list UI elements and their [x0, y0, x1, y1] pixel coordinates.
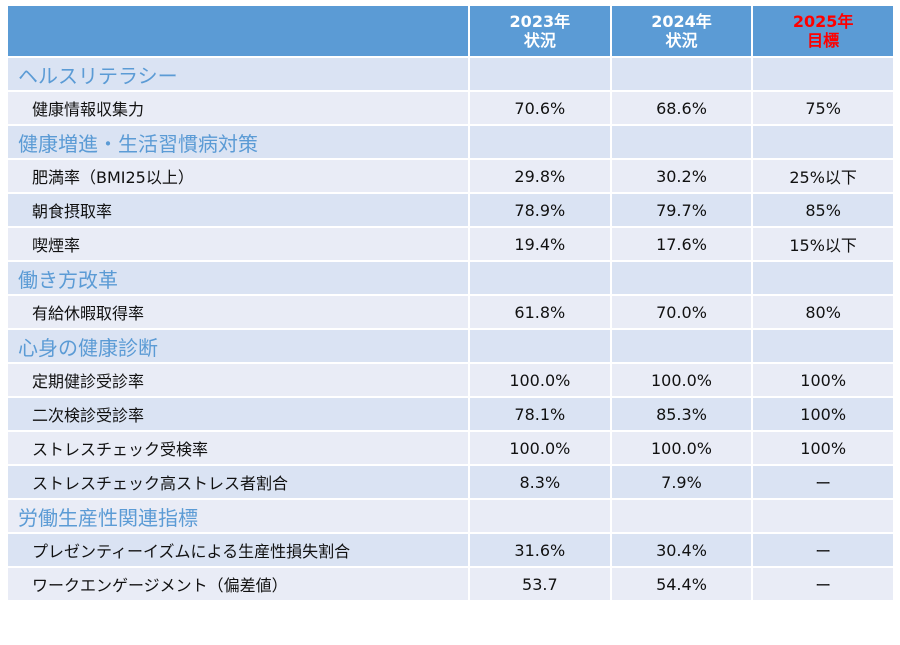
target-2025 — [753, 58, 893, 90]
header-2024-sub: 状況 — [665, 31, 698, 50]
value-2024 — [611, 262, 752, 294]
target-2025 — [753, 500, 893, 532]
value-2023: 8.3% — [470, 466, 610, 498]
value-2024 — [611, 330, 752, 362]
value-2024: 30.4% — [611, 534, 752, 566]
target-2025: ー — [753, 466, 893, 498]
value-2024: 7.9% — [611, 466, 752, 498]
target-2025: 75% — [753, 92, 893, 124]
section-title: 健康増進・生活習慣病対策 — [8, 126, 468, 158]
value-2023 — [470, 126, 610, 158]
table-row: ストレスチェック高ストレス者割合 8.3% 7.9% ー — [8, 466, 893, 498]
header-2024-year: 2024年 — [651, 12, 712, 31]
header-2025-year: 2025年 — [792, 12, 854, 31]
value-2023: 100.0% — [470, 364, 610, 396]
table-row: ワークエンゲージメント（偏差値） 53.7 54.4% ー — [8, 568, 893, 600]
label-cell: 喫煙率 — [8, 228, 468, 260]
value-2024: 54.4% — [611, 568, 752, 600]
table-row: 健康情報収集力 70.6% 68.6% 75% — [8, 92, 893, 124]
label-cell: 肥満率（BMI25以上） — [8, 160, 468, 192]
header-label — [8, 6, 468, 56]
section-title: 労働生産性関連指標 — [8, 500, 468, 532]
table-row: プレゼンティーイズムによる生産性損失割合 31.6% 30.4% ー — [8, 534, 893, 566]
label-cell: ストレスチェック受検率 — [8, 432, 468, 464]
value-2024 — [611, 500, 752, 532]
value-2024: 79.7% — [611, 194, 752, 226]
value-2024 — [611, 126, 752, 158]
label-cell: プレゼンティーイズムによる生産性損失割合 — [8, 534, 468, 566]
value-2024 — [611, 58, 752, 90]
table-row: 朝食摂取率 78.9% 79.7% 85% — [8, 194, 893, 226]
value-2023: 61.8% — [470, 296, 610, 328]
table-row: ストレスチェック受検率 100.0% 100.0% 100% — [8, 432, 893, 464]
target-2025: 15%以下 — [753, 228, 893, 260]
header-2023-year: 2023年 — [509, 12, 571, 31]
value-2023 — [470, 262, 610, 294]
target-2025: 80% — [753, 296, 893, 328]
target-2025 — [753, 330, 893, 362]
value-2023: 31.6% — [470, 534, 610, 566]
value-2024: 68.6% — [611, 92, 752, 124]
header-2025: 2025年 目標 — [753, 6, 893, 56]
target-2025: 100% — [753, 398, 893, 430]
value-2023: 53.7 — [470, 568, 610, 600]
target-2025: ー — [753, 534, 893, 566]
value-2023 — [470, 500, 610, 532]
target-2025: ー — [753, 568, 893, 600]
header-2025-sub: 目標 — [807, 31, 840, 50]
header-2024: 2024年 状況 — [611, 6, 752, 56]
header-row: 2023年 状況 2024年 状況 2025年 目標 — [8, 6, 893, 56]
table-row: 有給休暇取得率 61.8% 70.0% 80% — [8, 296, 893, 328]
label-cell: ストレスチェック高ストレス者割合 — [8, 466, 468, 498]
target-2025: 100% — [753, 432, 893, 464]
table-row: 定期健診受診率 100.0% 100.0% 100% — [8, 364, 893, 396]
section-row: 心身の健康診断 — [8, 330, 893, 362]
target-2025: 85% — [753, 194, 893, 226]
label-cell: 朝食摂取率 — [8, 194, 468, 226]
value-2023 — [470, 58, 610, 90]
value-2024: 100.0% — [611, 432, 752, 464]
health-metrics-table: 2023年 状況 2024年 状況 2025年 目標 ヘルスリテラシー 健康情報収集力 7… — [6, 4, 895, 602]
section-row: 健康増進・生活習慣病対策 — [8, 126, 893, 158]
label-cell: ワークエンゲージメント（偏差値） — [8, 568, 468, 600]
table-row: 喫煙率 19.4% 17.6% 15%以下 — [8, 228, 893, 260]
value-2023: 29.8% — [470, 160, 610, 192]
target-2025: 25%以下 — [753, 160, 893, 192]
target-2025 — [753, 262, 893, 294]
table-row: 肥満率（BMI25以上） 29.8% 30.2% 25%以下 — [8, 160, 893, 192]
value-2023: 70.6% — [470, 92, 610, 124]
value-2023: 19.4% — [470, 228, 610, 260]
header-2023: 2023年 状況 — [470, 6, 610, 56]
label-cell: 有給休暇取得率 — [8, 296, 468, 328]
label-cell: 健康情報収集力 — [8, 92, 468, 124]
table-row: 二次検診受診率 78.1% 85.3% 100% — [8, 398, 893, 430]
label-cell: 定期健診受診率 — [8, 364, 468, 396]
value-2023: 78.1% — [470, 398, 610, 430]
section-title: ヘルスリテラシー — [8, 58, 468, 90]
section-row: 労働生産性関連指標 — [8, 500, 893, 532]
value-2024: 30.2% — [611, 160, 752, 192]
value-2024: 70.0% — [611, 296, 752, 328]
value-2023 — [470, 330, 610, 362]
value-2024: 17.6% — [611, 228, 752, 260]
section-title: 心身の健康診断 — [8, 330, 468, 362]
label-cell: 二次検診受診率 — [8, 398, 468, 430]
target-2025: 100% — [753, 364, 893, 396]
target-2025 — [753, 126, 893, 158]
section-title: 働き方改革 — [8, 262, 468, 294]
value-2024: 100.0% — [611, 364, 752, 396]
section-row: 働き方改革 — [8, 262, 893, 294]
section-row: ヘルスリテラシー — [8, 58, 893, 90]
value-2023: 78.9% — [470, 194, 610, 226]
value-2024: 85.3% — [611, 398, 752, 430]
header-2023-sub: 状況 — [523, 31, 556, 50]
value-2023: 100.0% — [470, 432, 610, 464]
